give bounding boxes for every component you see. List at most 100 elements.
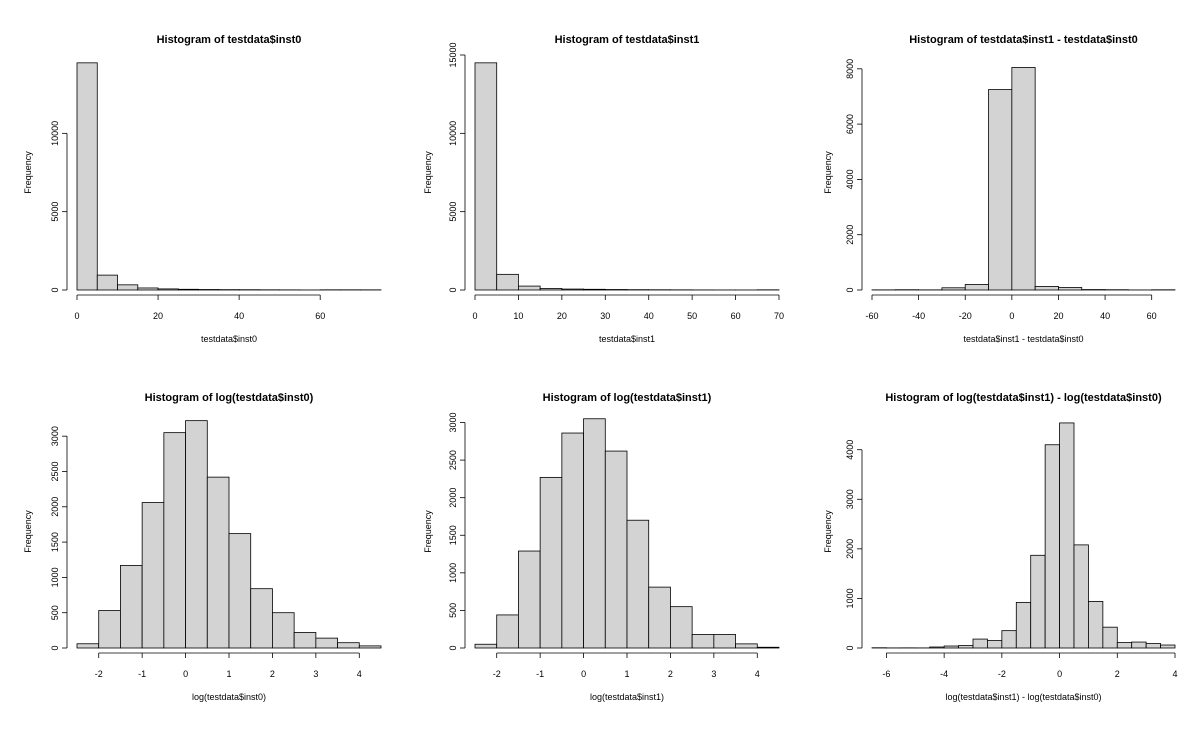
histogram-bar <box>358 645 382 649</box>
histogram-bar <box>1160 644 1176 649</box>
x-tick-label: 4 <box>357 669 362 679</box>
y-tick-label: 10000 <box>50 121 60 146</box>
y-tick-label: 2000 <box>448 488 458 508</box>
chart-title: Histogram of testdata$inst1 <box>555 34 700 46</box>
y-tick-label: 0 <box>448 645 458 650</box>
y-tick-label: 1500 <box>50 532 60 552</box>
x-tick-label: -2 <box>95 669 103 679</box>
y-tick-label: 5000 <box>50 202 60 222</box>
y-tick-label: 2000 <box>845 225 855 245</box>
x-tick-label: -40 <box>912 311 925 321</box>
histogram-bar <box>1015 601 1032 649</box>
histogram-bar <box>177 288 199 291</box>
x-axis-label: log(testdata$inst1) <box>590 692 664 702</box>
histogram-bar <box>958 645 974 649</box>
y-tick-label: 1000 <box>845 588 855 608</box>
x-tick-label: 20 <box>557 311 567 321</box>
y-tick-label: 2000 <box>845 539 855 559</box>
histogram-bar <box>1088 600 1104 649</box>
y-tick-label: 500 <box>448 603 458 618</box>
x-tick-label: -4 <box>940 669 948 679</box>
histogram-panel-2: Histogram of testdata$inst1 0 10 20 30 40 50 60… <box>400 0 800 365</box>
histogram-bar <box>987 640 1003 649</box>
x-tick-label: 20 <box>153 311 163 321</box>
histogram-bar <box>120 564 143 649</box>
y-tick-label: 3000 <box>448 413 458 433</box>
histogram-bar <box>1102 626 1118 649</box>
x-tick-label: -2 <box>998 669 1006 679</box>
histogram-bar <box>929 646 945 649</box>
histogram-bar <box>76 62 98 291</box>
histogram-bar <box>964 284 989 291</box>
x-tick-label: 2 <box>668 669 673 679</box>
x-tick-label: 60 <box>1147 311 1157 321</box>
x-axis-label: testdata$inst0 <box>201 334 257 344</box>
x-tick-label: -2 <box>493 669 501 679</box>
histogram-bar <box>1131 641 1147 649</box>
histogram-bar <box>626 519 650 649</box>
histogram-bar <box>496 614 519 649</box>
x-tick-label: -1 <box>138 669 146 679</box>
histogram-bar <box>228 533 252 649</box>
histogram-bar <box>735 643 758 649</box>
histogram-panel-3: Histogram of testdata$inst1 - testdata$i… <box>800 0 1200 365</box>
chart-title: Histogram of testdata$inst1 - testdata$i… <box>909 34 1138 46</box>
x-tick-label: 0 <box>472 311 477 321</box>
histogram-bar <box>272 612 295 649</box>
chart-title: Histogram of testdata$inst0 <box>157 34 302 46</box>
histogram-bar <box>1001 630 1017 649</box>
x-tick-label: 20 <box>1053 311 1063 321</box>
histogram-bar <box>604 450 628 649</box>
y-axis-label: Frequency <box>423 510 433 553</box>
y-tick-label: 3000 <box>845 489 855 509</box>
histogram-bar <box>337 642 360 649</box>
x-tick-label: -60 <box>865 311 878 321</box>
histogram-bar <box>943 645 959 649</box>
histogram-bar <box>96 274 118 291</box>
y-tick-label: 0 <box>845 645 855 650</box>
histogram-bar <box>561 432 584 649</box>
x-tick-label: 40 <box>234 311 244 321</box>
histogram-bar <box>474 62 498 291</box>
histogram-bar <box>250 588 273 649</box>
y-tick-label: 15000 <box>448 42 458 67</box>
histogram-bar <box>185 420 208 649</box>
chart-title: Histogram of log(testdata$inst1) <box>543 392 712 404</box>
x-tick-label: 4 <box>755 669 760 679</box>
x-tick-label: 3 <box>313 669 318 679</box>
histogram-bar <box>1011 67 1036 291</box>
y-axis-label: Frequency <box>23 510 33 553</box>
histogram-panel-6: Histogram of log(testdata$inst1) - log(t… <box>800 365 1200 730</box>
y-tick-label: 4000 <box>845 169 855 189</box>
histogram-bar <box>206 476 230 649</box>
y-tick-label: 8000 <box>845 59 855 79</box>
x-tick-label: 40 <box>1100 311 1110 321</box>
y-tick-label: 0 <box>50 645 60 650</box>
histogram-bar <box>941 287 966 291</box>
x-tick-label: 3 <box>711 669 716 679</box>
x-tick-label: 60 <box>731 311 741 321</box>
y-tick-label: 1500 <box>448 525 458 545</box>
histogram-bar <box>117 284 139 291</box>
histogram-bar <box>518 550 541 649</box>
histogram-bar <box>293 632 317 649</box>
x-tick-label: 0 <box>183 669 188 679</box>
y-axis-label: Frequency <box>423 151 433 194</box>
x-tick-label: 2 <box>1115 669 1120 679</box>
histogram-chart-3: Histogram of testdata$inst1 - testdata$i… <box>823 34 1176 344</box>
histogram-bar <box>1044 444 1060 649</box>
histogram-bar <box>163 432 186 649</box>
y-tick-label: 1000 <box>448 563 458 583</box>
histogram-bar <box>670 606 693 649</box>
histogram-bar <box>1116 642 1133 649</box>
chart-title: Histogram of log(testdata$inst0) <box>145 392 314 404</box>
y-tick-label: 0 <box>50 287 60 292</box>
x-tick-label: 70 <box>774 311 784 321</box>
x-axis-label: log(testdata$inst1) - log(testdata$inst0… <box>945 692 1101 702</box>
histogram-bar <box>1058 287 1083 291</box>
y-tick-label: 500 <box>50 605 60 620</box>
y-tick-label: 2000 <box>50 497 60 517</box>
histogram-panel-1: Histogram of testdata$inst0 0 20 40 60 0 5000 1… <box>0 0 400 365</box>
x-tick-label: 1 <box>624 669 629 679</box>
histogram-bar <box>518 285 541 291</box>
